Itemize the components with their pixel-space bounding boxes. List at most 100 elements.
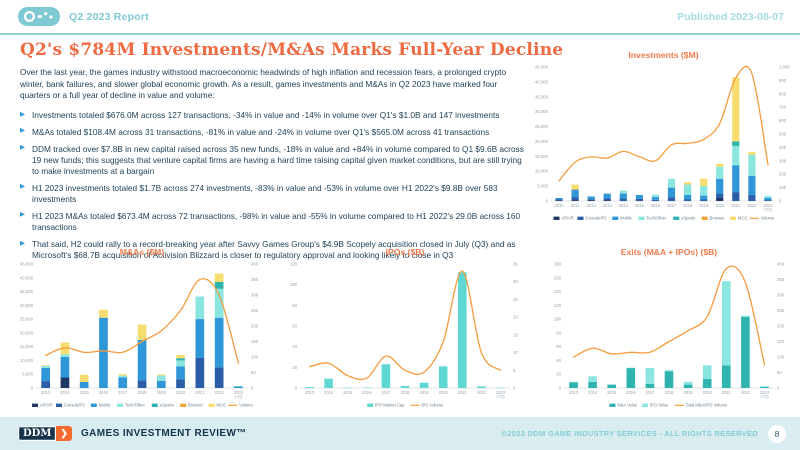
x-axis-label: 2018: [683, 203, 693, 208]
bullet-arrow-icon: ▶: [20, 144, 25, 152]
header-left: Q2 2023 Report: [18, 5, 149, 28]
left-axis-tick: 60: [556, 344, 561, 349]
bar-segment-M&A Value: [607, 384, 616, 388]
bullet-text: Investments totaled $676.0M across 127 t…: [32, 110, 500, 120]
left-axis-tick: 0: [546, 199, 549, 204]
bullet-text: H1 2023 investments totaled $1.7B across…: [32, 182, 498, 205]
x-axis-label: 2023 YTD: [234, 390, 244, 399]
line-Total M&A/IPO Volume: [572, 265, 766, 366]
legend-swatch-IPO Value: [642, 403, 649, 407]
bar-segment-Tech/Other: [700, 186, 708, 196]
legend-swatch-Tech/Other: [117, 403, 123, 407]
bullet-item: ▶ That said, H2 could rally to a record-b…: [20, 239, 530, 262]
right-axis-tick: 250: [251, 308, 259, 313]
left-axis-tick: 20,000: [20, 330, 34, 335]
right-axis-tick: 600: [779, 118, 787, 123]
bar-segment-IPO Value: [626, 367, 636, 369]
bar-segment-IPO Market Cap: [362, 387, 372, 388]
x-axis-label: 2019: [684, 390, 694, 395]
chart-title-mas: M&As ($M): [119, 247, 165, 257]
x-axis-label: 2018: [137, 390, 147, 395]
bar-segment-IPO Market Cap: [458, 272, 467, 388]
bullet-item: ▶ M&As totaled $108.4M across 31 transact…: [20, 127, 530, 138]
bar-segment-Console/PC: [700, 199, 708, 201]
left-axis-tick: 80: [292, 303, 297, 308]
legend-swatch-eSports: [151, 403, 158, 407]
left-axis-tick: 40: [556, 358, 561, 363]
legend-label: AR/VR: [40, 403, 53, 408]
bar-segment-Console/PC: [748, 195, 756, 201]
bar-segment-Mobile: [748, 175, 756, 196]
right-axis-tick: 5: [513, 368, 516, 373]
page-number: 8: [768, 424, 786, 443]
published-date: Published 2023-08-07: [677, 10, 784, 23]
page-title: Q2's $784M Investments/M&As Marks Full-Y…: [20, 40, 564, 60]
brand-title: GAMES INVESTMENT REVIEW™: [80, 428, 247, 439]
bar-segment-Console/PC: [619, 198, 627, 201]
right-axis-tick: 300: [779, 158, 787, 163]
right-axis-tick: 500: [779, 132, 787, 137]
right-axis-tick: 350: [251, 277, 259, 282]
right-axis-tick: 400: [779, 145, 787, 150]
right-axis-tick: 350: [777, 277, 785, 282]
bar-segment-Console/PC: [41, 381, 50, 388]
x-axis-label: 2015: [635, 203, 645, 208]
x-axis-label: 2017: [381, 390, 391, 395]
bullet-item: ▶ H1 2023 investments totaled $1.7B acros…: [20, 183, 530, 206]
x-axis-label: 2015: [80, 390, 90, 395]
line-Volume: [558, 65, 769, 182]
bullet-text: DDM tracked over $7.8B in new capital ra…: [32, 143, 524, 177]
bar-segment-Console/PC: [176, 379, 185, 388]
left-axis-tick: 140: [554, 289, 562, 294]
left-axis-tick: 0: [31, 386, 34, 391]
bullet-text: H1 2023 M&As totaled $673.4M across 72 t…: [32, 210, 521, 233]
bar-segment-IPO Value: [569, 381, 578, 383]
x-axis-label: 2019: [420, 390, 430, 395]
bar-segment-M&A Value: [722, 365, 731, 388]
ddm-logo-arrow-icon: ❯: [56, 426, 72, 441]
left-axis-tick: 120: [554, 303, 562, 308]
bar-segment-Console/PC: [651, 199, 659, 201]
right-axis-tick: 50: [251, 370, 256, 375]
legend-label: Browser: [710, 216, 726, 221]
left-axis-tick: 30,000: [535, 109, 549, 114]
left-axis-tick: 10,000: [535, 169, 549, 174]
legend-swatch-AR/VR: [553, 216, 560, 220]
left-axis-tick: 5,000: [22, 372, 33, 377]
right-axis-tick: 400: [777, 262, 785, 267]
bar-segment-MCG: [41, 365, 50, 366]
bar-segment-Mobile: [571, 189, 579, 198]
right-axis-tick: 0: [513, 386, 516, 391]
right-axis-tick: 15: [513, 332, 518, 337]
bar-segment-Console/PC: [667, 197, 676, 201]
bar-segment-AR/VR: [603, 200, 611, 201]
x-axis-label: 2021: [722, 390, 732, 395]
right-axis-tick: 30: [513, 279, 518, 284]
right-axis-tick: 150: [251, 339, 259, 344]
bar-segment-Mobile: [651, 197, 659, 200]
bar-segment-MCG: [214, 273, 224, 282]
left-axis-tick: 100: [290, 282, 298, 287]
bar-segment-Mobile: [195, 319, 205, 358]
bar-segment-Tech/Other: [214, 288, 224, 318]
bar-segment-Mobile: [214, 317, 224, 368]
x-axis-label: 2019: [699, 203, 709, 208]
left-axis-tick: 20: [292, 365, 297, 370]
x-axis-label: 2018: [400, 390, 410, 395]
bar-segment-IPO Value: [664, 370, 674, 372]
chart-exits-canvas: 0 20 40 60 80 100 120 140 160 180 0 50 100 150 200 250 3…: [554, 262, 785, 408]
x-axis-label: 2015: [607, 390, 617, 395]
footer: DDM ❯ GAMES INVESTMENT REVIEW™ ©2023 DDM…: [0, 417, 800, 450]
left-axis-tick: 15,000: [20, 344, 34, 349]
legend-label: IPO Value: [650, 403, 669, 408]
bar-segment-Tech/Other: [176, 360, 185, 367]
right-axis-tick: 300: [777, 293, 785, 298]
bar-segment-AR/VR: [60, 377, 70, 388]
x-axis-label: 2011: [571, 203, 581, 208]
footer-right: ©2023 DDM GAME INDUSTRY SERVICES - ALL R…: [502, 424, 786, 443]
legend-label: Tech/Other: [646, 216, 667, 221]
bar-segment-Mobile: [603, 193, 611, 199]
legend-swatch-AR/VR: [32, 403, 38, 407]
legend-label: eSports: [681, 216, 695, 221]
x-axis-label: 2012: [587, 203, 597, 208]
